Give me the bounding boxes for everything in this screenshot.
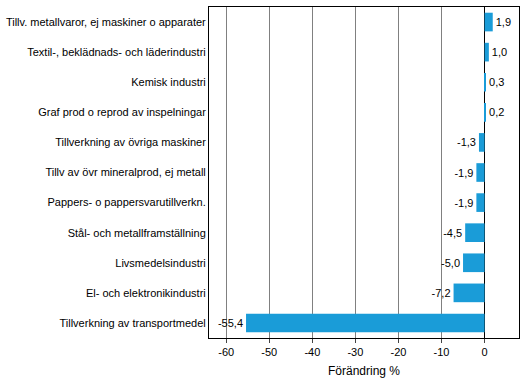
svg-text:Stål- och metallframställning: Stål- och metallframställning (68, 227, 206, 239)
svg-text:0: 0 (481, 346, 487, 358)
svg-text:-10: -10 (434, 346, 450, 358)
svg-text:-60: -60 (218, 346, 234, 358)
svg-text:-40: -40 (304, 346, 320, 358)
svg-text:1,0: 1,0 (492, 46, 507, 58)
svg-text:Förändring %: Förändring % (328, 364, 400, 378)
svg-text:-30: -30 (347, 346, 363, 358)
svg-text:Tillverkning av övriga maskine: Tillverkning av övriga maskiner (55, 136, 206, 148)
svg-text:-5,0: -5,0 (441, 257, 460, 269)
svg-text:-20: -20 (390, 346, 406, 358)
svg-text:Graf prod o reprod av inspelni: Graf prod o reprod av inspelningar (38, 106, 206, 118)
svg-text:-55,4: -55,4 (218, 317, 243, 329)
svg-text:-7,2: -7,2 (432, 287, 451, 299)
svg-text:-1,3: -1,3 (457, 136, 476, 148)
svg-text:-1,9: -1,9 (454, 167, 473, 179)
svg-text:-50: -50 (261, 346, 277, 358)
svg-text:-1,9: -1,9 (454, 197, 473, 209)
svg-text:Livsmedelsindustri: Livsmedelsindustri (115, 257, 205, 269)
svg-text:Textil-, beklädnads- och läder: Textil-, beklädnads- och läderindustri (27, 46, 206, 58)
svg-text:Pappers- o pappersvarutillverk: Pappers- o pappersvarutillverkn. (47, 196, 205, 208)
svg-text:0,3: 0,3 (489, 76, 504, 88)
svg-text:Kemisk industri: Kemisk industri (131, 76, 206, 88)
svg-text:Tillv. metallvaror, ej maskine: Tillv. metallvaror, ej maskiner o appara… (6, 16, 206, 28)
svg-text:Tillverkning av transportmedel: Tillverkning av transportmedel (59, 317, 205, 329)
svg-text:Tillv av övr mineralprod, ej m: Tillv av övr mineralprod, ej metall (45, 166, 205, 178)
svg-text:El- och elektronikindustri: El- och elektronikindustri (86, 287, 206, 299)
svg-text:0,2: 0,2 (489, 106, 504, 118)
svg-text:1,9: 1,9 (496, 16, 511, 28)
svg-text:-4,5: -4,5 (443, 227, 462, 239)
